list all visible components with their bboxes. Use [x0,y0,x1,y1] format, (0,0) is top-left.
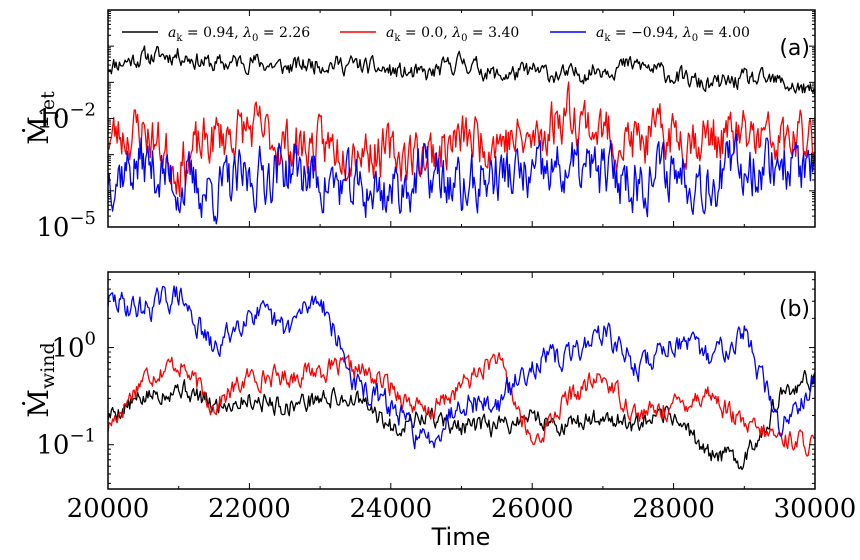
x-axis-label: Time [431,523,491,551]
legend-blue-a: −0.94 [631,25,674,41]
panel-a-y-ticks: 10−210−5 [36,9,815,243]
y-tick-label: 10−2 [36,100,96,135]
legend-entry-red: ak = 0.0, λ0 = 3.40 [340,25,519,44]
y-tick-label: 10−1 [36,426,96,461]
x-tick-label: 22000 [208,494,291,524]
y-tick-label-exponent: 0 [85,329,96,350]
y-tick-label: 10−5 [36,208,96,243]
y-tick-label-base: 10 [51,334,84,364]
legend-entry-black: ak = 0.94, λ0 = 2.26 [122,25,310,44]
panel-b-ylabel: Ṁwind [22,342,59,417]
series-line-blue-panel-a [108,133,815,225]
x-tick-label: 30000 [774,494,857,524]
panel-a-x-ticks [107,10,816,227]
panel-b-tag: (b) [779,297,810,322]
series-line-red-panel-b [108,352,815,457]
legend-label-blue: ak = −0.94, λ0 = 4.00 [596,25,750,44]
legend-blue-lambda: 4.00 [719,25,750,41]
x-tick-label: 28000 [632,494,715,524]
panel-a-tag: (a) [779,36,810,61]
series-line-black-panel-a [108,45,815,96]
panel-a: 10−210−5 Ṁjet (a) ak = 0.94, λ0 = 2.26 a… [22,9,816,243]
panel-a-series [108,45,815,225]
y-tick-label-base: 10 [36,431,69,461]
legend-black-lambda: 2.26 [279,25,310,41]
series-line-blue-panel-b [108,285,815,450]
panel-b-ylabel-main: Ṁ [22,389,55,418]
y-tick-label-base: 10 [36,213,69,243]
panel-a-ylabel-sub: jet [37,91,59,118]
legend-label-black: ak = 0.94, λ0 = 2.26 [168,25,310,44]
y-tick-label-exponent: −2 [69,100,96,121]
panel-a-ylabel-main: Ṁ [22,116,55,145]
panel-b-x-ticks: 20000 22000 24000 26000 28000 30000 [67,272,857,524]
series-line-black-panel-b [108,369,815,471]
x-tick-label: 26000 [491,494,574,524]
legend-red-lambda: 3.40 [488,25,519,41]
y-tick-label-base: 10 [36,105,69,135]
legend: ak = 0.94, λ0 = 2.26 ak = 0.0, λ0 = 3.40… [122,25,750,44]
y-tick-label-exponent: −1 [69,426,96,447]
y-tick-label-exponent: −5 [69,208,96,229]
x-tick-label: 20000 [67,494,150,524]
legend-red-a: 0.0 [421,25,443,41]
series-line-red-panel-a [108,81,815,197]
panel-b-series [108,285,815,471]
legend-black-a: 0.94 [203,25,234,41]
y-tick-label: 100 [51,329,96,364]
legend-entry-blue: ak = −0.94, λ0 = 4.00 [550,25,750,44]
panel-a-ylabel: Ṁjet [22,91,59,145]
legend-label-red: ak = 0.0, λ0 = 3.40 [386,25,519,44]
x-tick-label: 24000 [349,494,432,524]
panel-b-ylabel-sub: wind [37,342,59,389]
